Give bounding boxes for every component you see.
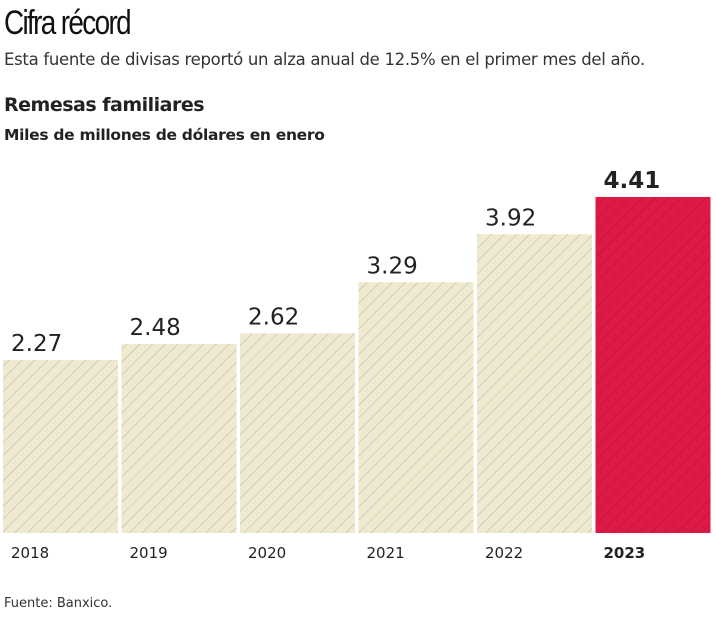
subheadline: Esta fuente de divisas reportó un alza a… [4, 50, 645, 69]
category-label: 2022 [485, 544, 523, 562]
value-label: 4.41 [604, 168, 661, 194]
headline: Cifra récord [4, 4, 132, 42]
category-label: 2023 [604, 544, 646, 562]
bar-hatch-2023 [595, 196, 711, 533]
source-note: Fuente: Banxico. [4, 596, 113, 611]
bar-hatch-2021 [358, 282, 474, 533]
bar-hatch-2022 [477, 234, 592, 533]
bar-hatch-2020 [240, 333, 355, 533]
value-label: 2.27 [11, 331, 62, 357]
chart-subtitle: Miles de millones de dólares en enero [4, 126, 325, 144]
value-label: 3.92 [485, 205, 536, 231]
value-label: 2.48 [130, 315, 181, 341]
category-label: 2021 [367, 544, 405, 562]
value-label: 3.29 [367, 253, 418, 279]
category-label: 2018 [11, 544, 49, 562]
value-label: 2.62 [248, 304, 299, 330]
bar-hatch-2019 [121, 344, 237, 533]
chart-title: Remesas familiares [4, 94, 205, 116]
bar-hatch-2018 [3, 360, 118, 533]
category-label: 2019 [130, 544, 168, 562]
category-label: 2020 [248, 544, 286, 562]
